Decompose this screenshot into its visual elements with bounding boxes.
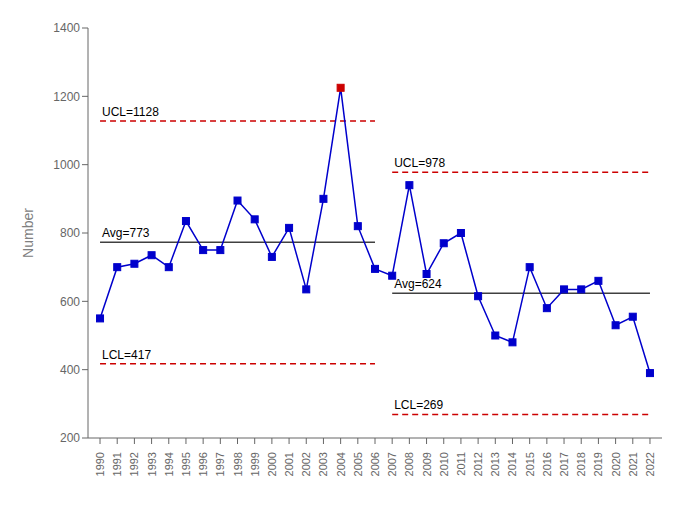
- svg-text:1992: 1992: [128, 452, 140, 476]
- svg-text:1990: 1990: [94, 452, 106, 476]
- svg-text:1996: 1996: [197, 452, 209, 476]
- svg-text:1991: 1991: [111, 452, 123, 476]
- svg-text:2021: 2021: [627, 452, 639, 476]
- svg-text:1994: 1994: [163, 452, 175, 476]
- svg-text:400: 400: [60, 363, 80, 377]
- svg-text:2020: 2020: [610, 452, 622, 476]
- svg-text:2005: 2005: [352, 452, 364, 476]
- svg-text:1000: 1000: [53, 158, 80, 172]
- svg-text:2001: 2001: [283, 452, 295, 476]
- svg-text:1997: 1997: [214, 452, 226, 476]
- svg-text:1400: 1400: [53, 21, 80, 35]
- svg-text:Avg=773: Avg=773: [102, 226, 150, 240]
- svg-text:2008: 2008: [403, 452, 415, 476]
- svg-text:LCL=417: LCL=417: [102, 348, 151, 362]
- svg-text:800: 800: [60, 226, 80, 240]
- svg-text:1998: 1998: [232, 452, 244, 476]
- svg-text:2014: 2014: [506, 452, 518, 476]
- svg-text:UCL=978: UCL=978: [394, 156, 445, 170]
- svg-text:600: 600: [60, 295, 80, 309]
- svg-text:1200: 1200: [53, 90, 80, 104]
- svg-text:2017: 2017: [558, 452, 570, 476]
- svg-text:2009: 2009: [421, 452, 433, 476]
- svg-text:2012: 2012: [472, 452, 484, 476]
- svg-text:2022: 2022: [644, 452, 656, 476]
- svg-text:1999: 1999: [249, 452, 261, 476]
- svg-text:2006: 2006: [369, 452, 381, 476]
- svg-text:1993: 1993: [146, 452, 158, 476]
- svg-text:2019: 2019: [592, 452, 604, 476]
- svg-text:2018: 2018: [575, 452, 587, 476]
- svg-text:2003: 2003: [317, 452, 329, 476]
- svg-text:1995: 1995: [180, 452, 192, 476]
- svg-text:2010: 2010: [438, 452, 450, 476]
- svg-text:Avg=624: Avg=624: [394, 277, 442, 291]
- svg-text:2011: 2011: [455, 452, 467, 476]
- svg-text:2002: 2002: [300, 452, 312, 476]
- svg-text:2016: 2016: [541, 452, 553, 476]
- svg-text:LCL=269: LCL=269: [394, 398, 443, 412]
- svg-text:2004: 2004: [335, 452, 347, 476]
- svg-text:2007: 2007: [386, 452, 398, 476]
- svg-text:2000: 2000: [266, 452, 278, 476]
- svg-text:UCL=1128: UCL=1128: [102, 105, 159, 119]
- svg-text:2013: 2013: [489, 452, 501, 476]
- svg-text:Number: Number: [20, 208, 36, 258]
- svg-text:200: 200: [60, 431, 80, 445]
- svg-text:2015: 2015: [524, 452, 536, 476]
